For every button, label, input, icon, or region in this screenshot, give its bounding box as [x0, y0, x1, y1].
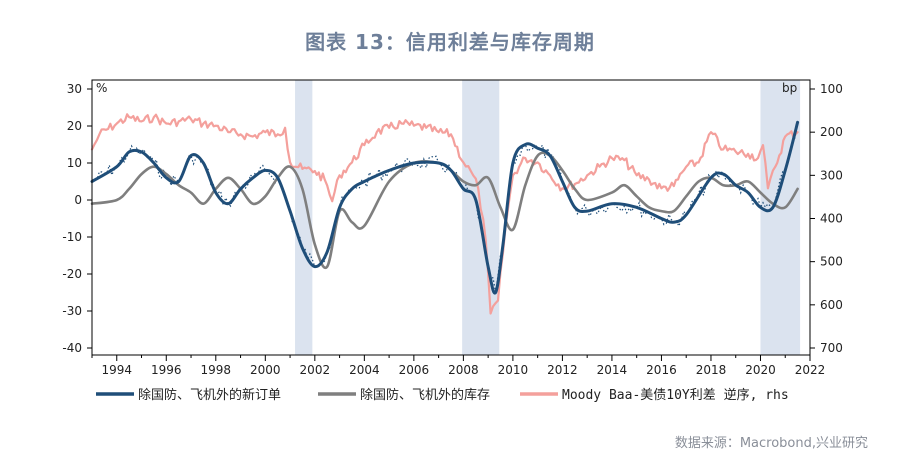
shade-period-0 [295, 80, 313, 355]
right-tick-label: 100 [820, 82, 843, 96]
x-tick-label: 2018 [696, 363, 727, 377]
x-tick-label: 1998 [201, 363, 232, 377]
left-tick-label: 10 [67, 156, 82, 170]
legend-label-0: 除国防、飞机外的新订单 [138, 387, 281, 403]
right-tick-label: 600 [820, 298, 843, 312]
spread-line [90, 113, 799, 315]
x-tick-label: 2000 [250, 363, 281, 377]
right-tick-label: 200 [820, 125, 843, 139]
x-tick-label: 1996 [151, 363, 182, 377]
right-unit-label: bp [782, 81, 797, 95]
x-tick-label: 2002 [300, 363, 331, 377]
x-tick-label: 2006 [399, 363, 430, 377]
x-tick-label: 2016 [646, 363, 677, 377]
right-tick-label: 400 [820, 212, 843, 226]
x-tick-label: 2010 [498, 363, 529, 377]
legend: 除国防、飞机外的新订单 除国防、飞机外的库存 Moody Baa-美债10Y利差 逆… [96, 387, 789, 403]
right-axis: 100 200 300 400 500 600 700 [810, 82, 843, 355]
right-tick-label: 300 [820, 168, 843, 182]
left-tick-label: 30 [67, 82, 82, 96]
legend-label-2: Moody Baa-美债10Y利差 逆序, rhs [562, 387, 789, 403]
x-tick-label: 2012 [547, 363, 578, 377]
legend-label-1: 除国防、飞机外的库存 [360, 387, 490, 403]
x-tick-label: 2014 [597, 363, 628, 377]
orders-line [90, 120, 800, 295]
plot-frame [91, 79, 811, 356]
left-tick-label: 0 [74, 193, 82, 207]
x-tick-label: 2020 [745, 363, 776, 377]
left-unit-label: % [96, 81, 107, 95]
source-note: 数据来源：Macrobond,兴业研究 [674, 436, 868, 451]
inventory-line [90, 151, 799, 270]
x-axis: 1994 1996 1998 2000 2002 2004 2006 2008 2010 2012… [91, 355, 826, 377]
x-tick-label: 2004 [349, 363, 380, 377]
right-tick-label: 700 [820, 341, 843, 355]
shade-period-2 [760, 80, 801, 355]
x-tick-label: 2008 [448, 363, 479, 377]
left-axis: 30 20 10 0 -10 -20 -30 -40 [62, 82, 92, 355]
left-tick-label: 20 [67, 119, 82, 133]
left-tick-label: -30 [62, 304, 82, 318]
left-tick-label: -20 [62, 267, 82, 281]
series-lines [90, 113, 800, 315]
x-tick-label: 1994 [101, 363, 132, 377]
left-tick-label: -10 [62, 230, 82, 244]
chart-title: 图表 13：信用利差与库存周期 [305, 30, 595, 54]
x-tick-label: 2022 [795, 363, 826, 377]
left-tick-label: -40 [62, 341, 82, 355]
right-tick-label: 500 [820, 255, 843, 269]
